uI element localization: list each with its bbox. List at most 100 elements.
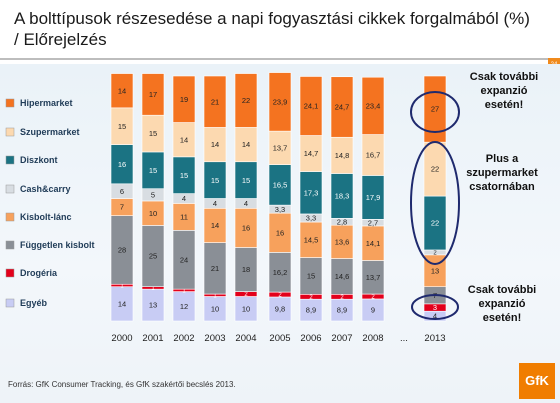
data-label: 2	[433, 251, 437, 257]
annotation-text: csatornában	[469, 181, 535, 193]
annotation-text: esetén!	[483, 312, 522, 324]
annotation-ellipse	[410, 141, 460, 265]
data-label: 23,4	[366, 102, 381, 111]
data-label: 4	[433, 312, 437, 321]
page-title: A bolttípusok részesedése a napi fogyasz…	[14, 8, 544, 50]
data-label: 16	[276, 228, 284, 237]
data-label: 2,7	[368, 218, 378, 227]
legend-label: Független kisbolt	[20, 240, 95, 250]
data-label: 16,5	[273, 181, 288, 190]
bar-segment	[299, 76, 323, 136]
data-label: 24	[180, 255, 188, 264]
annotation-text: szupermarket	[466, 167, 538, 179]
data-label: 15	[180, 171, 188, 180]
legend-label: Szupermarket	[20, 127, 80, 137]
legend-swatch	[5, 155, 15, 165]
legend-label: Drogéria	[20, 268, 58, 278]
header-rule-accent	[548, 58, 560, 60]
header-rule	[0, 58, 548, 60]
annotation-text: Csak további	[468, 284, 536, 296]
data-label: 6	[120, 187, 124, 196]
data-label: 8,9	[337, 306, 347, 315]
x-tick-label: 2007	[331, 333, 352, 344]
data-label: 3,3	[275, 205, 285, 214]
annotation-text: Plus a	[486, 153, 519, 165]
data-label: 11	[180, 213, 188, 222]
data-label: 22	[431, 219, 439, 228]
data-label: 14,5	[304, 235, 319, 244]
data-label: 14,7	[304, 149, 319, 158]
data-label: 10	[242, 304, 250, 313]
annotation-text: esetén!	[485, 99, 524, 111]
legend-swatch	[5, 127, 15, 137]
data-label: 19	[180, 95, 188, 104]
data-label: 12	[180, 302, 188, 311]
data-label: 4	[213, 199, 217, 208]
data-label: 2	[371, 295, 375, 301]
x-tick-label: 2008	[362, 333, 383, 344]
data-label: 1	[213, 293, 217, 299]
data-label: 25	[149, 252, 157, 261]
data-label: 15	[149, 166, 157, 175]
x-tick-label: 2003	[204, 333, 225, 344]
data-label: 4	[182, 194, 186, 203]
data-label: 15	[118, 122, 126, 131]
data-label: 21	[211, 97, 219, 106]
bar-segment	[330, 76, 354, 138]
x-tick-label: 2004	[235, 333, 256, 344]
legend-swatch	[5, 98, 15, 108]
bar-segment	[268, 72, 292, 132]
data-label: 13,6	[335, 237, 350, 246]
data-label: 15	[307, 272, 315, 281]
data-label: 15	[242, 176, 250, 185]
data-label: 2	[309, 295, 313, 301]
data-label: 18	[242, 265, 250, 274]
data-label: 14	[242, 140, 250, 149]
data-label: 14	[180, 135, 188, 144]
data-label: 7	[120, 203, 124, 212]
data-label: 14	[211, 140, 219, 149]
data-label: 16,2	[273, 268, 288, 277]
data-label: 17	[149, 90, 157, 99]
bar-segment	[110, 73, 134, 109]
data-label: 9	[371, 306, 375, 315]
annotation-ellipse	[411, 294, 459, 320]
x-tick-label: 2013	[424, 333, 445, 344]
data-label: 1	[151, 286, 155, 292]
data-label: 17,3	[304, 188, 319, 197]
data-label: 3,3	[306, 214, 316, 223]
x-tick-label: ...	[400, 333, 408, 344]
data-label: 14,6	[335, 272, 350, 281]
x-tick-label: 2001	[142, 333, 163, 344]
data-label: 22	[242, 96, 250, 105]
annotation-text: Csak további	[470, 71, 538, 83]
data-label: 21	[211, 264, 219, 273]
data-label: 1	[182, 288, 186, 294]
legend-label: Hipermarket	[20, 98, 73, 108]
data-label: 10	[211, 304, 219, 313]
data-label: 2	[278, 293, 282, 299]
data-label: 16	[118, 160, 126, 169]
x-tick-label: 2006	[300, 333, 321, 344]
data-label: 1	[120, 284, 124, 290]
data-label: 14	[211, 221, 219, 230]
data-label: 9,8	[275, 305, 285, 314]
data-label: 23,9	[273, 97, 288, 106]
bar-segment	[361, 76, 385, 135]
data-label: 28	[118, 246, 126, 255]
legend-label: Cash&carry	[20, 184, 71, 194]
data-label: 2	[244, 292, 248, 298]
x-tick-label: 2005	[269, 333, 290, 344]
bar-segment	[172, 75, 196, 123]
data-label: 13,7	[366, 273, 381, 282]
bar-segment	[234, 73, 258, 128]
annotation-text: expanzió	[478, 298, 525, 310]
data-label: 18,3	[335, 192, 350, 201]
data-label: 27	[431, 105, 439, 114]
data-label: 2,8	[337, 217, 347, 226]
gfk-logo: GfK	[519, 363, 555, 399]
data-label: 13,7	[273, 144, 288, 153]
legend-swatch	[5, 240, 15, 250]
x-tick-label: 2002	[173, 333, 194, 344]
